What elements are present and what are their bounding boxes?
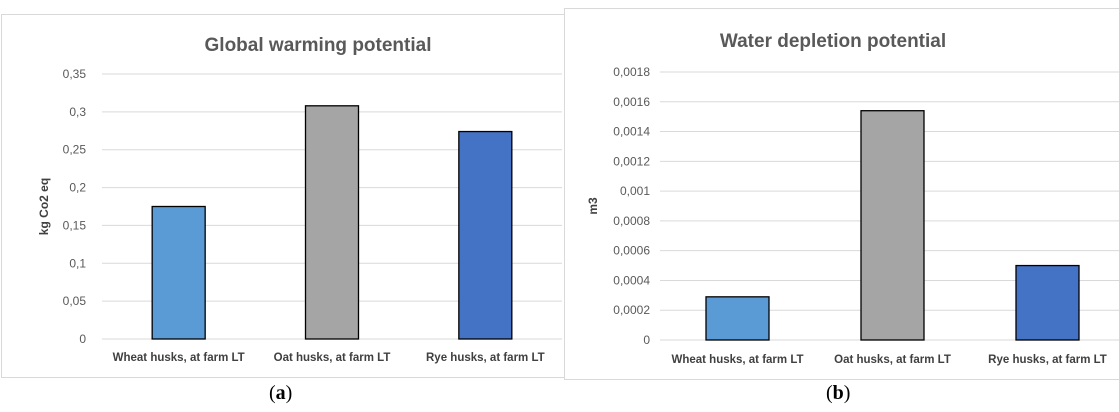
caption-b-label: b [832, 382, 844, 404]
chart-a-y-tick: 0,05 [63, 294, 87, 308]
chart-b-bar [1015, 264, 1080, 341]
chart-b-y-tick: 0,0012 [613, 154, 650, 168]
chart-a-y-tick: 0,1 [69, 256, 86, 270]
chart-a-title: Global warming potential [205, 35, 432, 56]
chart-a-bar [458, 130, 513, 340]
chart-a-y-tick: 0,15 [63, 218, 87, 232]
chart-b-y-tick: 0,0008 [613, 214, 650, 228]
chart-b-category-label: Wheat husks, at farm LT [671, 354, 803, 366]
chart-b-category-label: Oat husks, at farm LT [834, 354, 951, 366]
caption-b: (b) [826, 382, 851, 404]
chart-b-y-tick: 0 [643, 333, 650, 347]
chart-b-y-tick: 0,0014 [613, 125, 650, 139]
chart-b-y-axis-title: m3 [586, 197, 600, 215]
chart-a-y-tick: 0,2 [69, 181, 86, 195]
chart-b-bar [705, 296, 770, 341]
chart-b-bar [860, 110, 925, 341]
chart-b-svg: Water depletion potential 0 0,0002 0,0004 0,… [586, 31, 1119, 366]
chart-b-title: Water depletion potential [720, 31, 946, 52]
chart-a-svg: Global warming potential 0 0,05 0,1 0,15 0,2 0… [37, 35, 562, 364]
caption-a-label: a [275, 382, 286, 404]
chart-b-y-tick: 0,0016 [613, 95, 650, 109]
chart-b-y-tick: 0,0004 [613, 273, 650, 287]
chart-panel-b: Water depletion potential 0 0,0002 0,0004 0,… [564, 8, 1119, 380]
chart-a-bar [151, 205, 206, 340]
chart-a-y-tick: 0,25 [63, 143, 87, 157]
chart-a-bar [304, 105, 360, 340]
chart-b-y-tick: 0,0002 [613, 303, 650, 317]
chart-a-y-tick: 0,35 [63, 67, 87, 81]
chart-b-y-tick: 0,001 [620, 184, 650, 198]
caption-a: (a) [269, 382, 293, 404]
chart-a-category-label: Wheat husks, at farm LT [113, 352, 245, 364]
chart-b-y-tick: 0,0018 [613, 65, 650, 79]
chart-panel-a: Global warming potential 0 0,05 0,1 0,15 0,2 0… [1, 14, 565, 378]
chart-a-category-label: Rye husks, at farm LT [426, 352, 545, 364]
chart-a-y-axis-title: kg Co2 eq [37, 178, 51, 235]
chart-b-category-label: Rye husks, at farm LT [988, 354, 1107, 366]
chart-a-y-tick: 0,3 [69, 105, 86, 119]
chart-a-category-label: Oat husks, at farm LT [274, 352, 391, 364]
chart-b-y-tick: 0,0006 [613, 244, 650, 258]
chart-a-y-tick: 0 [79, 332, 86, 346]
